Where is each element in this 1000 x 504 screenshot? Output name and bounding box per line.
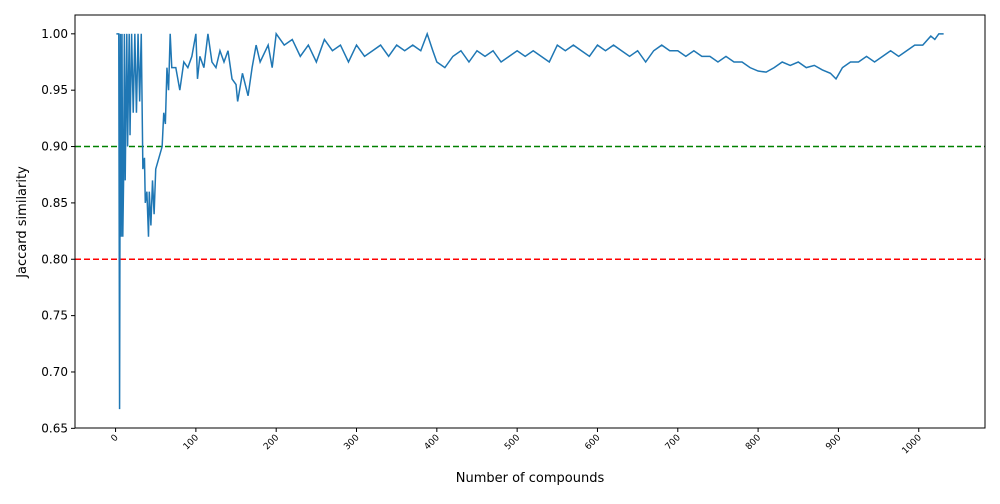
x-tick-label: 0 [110, 433, 121, 444]
x-tick-label: 300 [342, 433, 361, 452]
y-tick-label: 0.65 [41, 421, 68, 435]
y-axis-label: Jaccard similarity [15, 166, 30, 279]
x-tick-label: 1000 [901, 433, 924, 456]
y-tick-label: 0.85 [41, 196, 68, 210]
x-tick-label: 100 [182, 433, 201, 452]
y-tick-label: 0.80 [41, 252, 68, 266]
data-line [116, 31, 944, 410]
plot-frame [74, 14, 986, 429]
y-tick-label: 0.95 [41, 83, 68, 97]
y-tick-label: 0.75 [41, 309, 68, 323]
x-axis-label: Number of compounds [456, 471, 605, 486]
x-tick-label: 900 [824, 433, 843, 452]
x-tick-label: 500 [503, 433, 522, 452]
y-tick-label: 1.00 [41, 27, 68, 41]
y-tick-label: 0.70 [41, 365, 68, 379]
x-tick-label: 800 [744, 433, 763, 452]
x-tick-label: 600 [583, 433, 602, 452]
x-tick-label: 400 [423, 433, 442, 452]
x-tick-label: 700 [664, 433, 683, 452]
y-tick-label: 0.90 [41, 140, 68, 154]
x-tick-label: 200 [262, 433, 281, 452]
